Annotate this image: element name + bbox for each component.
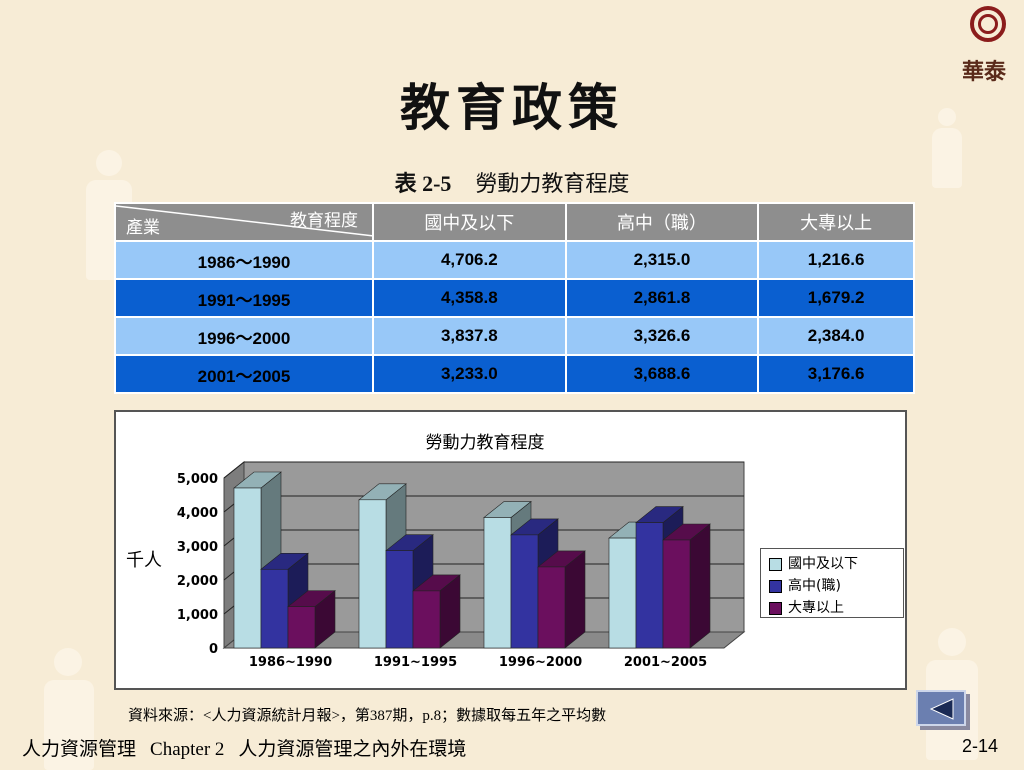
table-value-cell: 1,216.6: [757, 240, 915, 280]
publisher-logo: 華泰: [962, 6, 1016, 86]
y-tick-label: 3,000: [177, 540, 218, 555]
table-caption-number: 表 2-5: [394, 171, 452, 196]
table-header-row: 教育程度 產業 國中及以下 高中（職） 大專以上: [114, 202, 915, 242]
table-header-cell: 高中（職）: [564, 202, 760, 242]
legend-swatch: [769, 557, 782, 571]
chart-legend: 國中及以下 高中(職) 大專以上: [760, 548, 904, 618]
table-row: 1996～2000 3,837.8 3,326.6 2,384.0: [114, 316, 915, 356]
education-table: 教育程度 產業 國中及以下 高中（職） 大專以上 1986～1990 4,706…: [114, 202, 915, 394]
bar: [483, 517, 512, 649]
bar: [358, 499, 387, 649]
y-tick-label: 4,000: [177, 506, 218, 521]
footer: 人力資源管理 Chapter 2 人力資源管理之內外在環境: [22, 734, 480, 761]
page-number: 2-14: [962, 736, 999, 756]
background-figure-bottom-left: [40, 648, 100, 770]
legend-label: 大專以上: [788, 600, 844, 616]
bar-side: [564, 550, 586, 649]
y-tick-label: 0: [209, 642, 218, 657]
table-caption: 表 2-5 勞動力教育程度: [0, 166, 1024, 198]
corner-column-label: 教育程度: [290, 211, 358, 230]
source-note: 資料來源：<人力資源統計月報>，第387期，p.8；數據取每五年之平均數: [128, 708, 607, 724]
table-value-cell: 2,861.8: [564, 278, 760, 318]
table-value-cell: 2,315.0: [564, 240, 760, 280]
logo-text: 華泰: [962, 59, 1007, 85]
y-tick-label: 2,000: [177, 574, 218, 589]
footer-chapter: Chapter 2: [150, 739, 225, 760]
bar: [233, 487, 262, 649]
legend-item: 國中及以下: [769, 553, 858, 572]
table-period-cell: 1986～1990: [114, 240, 374, 280]
legend-label: 國中及以下: [788, 556, 858, 572]
table-value-cell: 4,358.8: [372, 278, 567, 318]
triangle-left-icon: [929, 698, 954, 720]
table-period-cell: 2001～2005: [114, 354, 374, 394]
table-value-cell: 3,326.6: [564, 316, 760, 356]
table-caption-title: 勞動力教育程度: [475, 172, 630, 197]
bar: [412, 590, 441, 649]
legend-item: 高中(職): [769, 575, 841, 594]
x-tick-label: 1996~2000: [499, 655, 582, 670]
x-tick-label: 1991~1995: [374, 655, 457, 670]
table-header-cell: 國中及以下: [372, 202, 567, 242]
table-period-cell: 1996～2000: [114, 316, 374, 356]
background-figure-right: [928, 108, 968, 188]
previous-slide-button[interactable]: [916, 690, 966, 726]
y-tick-label: 5,000: [177, 472, 218, 487]
table-row: 2001～2005 3,233.0 3,688.6 3,176.6: [114, 354, 915, 394]
bar: [537, 566, 566, 649]
table-row: 1991～1995 4,358.8 2,861.8 1,679.2: [114, 278, 915, 318]
bar: [287, 606, 316, 649]
table-value-cell: 3,688.6: [564, 354, 760, 394]
table-period-cell: 1991～1995: [114, 278, 374, 318]
logo-inner-ring-icon: [978, 14, 998, 34]
legend-item: 大專以上: [769, 597, 844, 616]
footer-chapter-title: 人力資源管理之內外在環境: [238, 739, 467, 760]
y-tick-label: 1,000: [177, 608, 218, 623]
background-figure-bottom-right: [918, 628, 988, 760]
bar-side: [689, 523, 711, 649]
bar: [385, 550, 414, 649]
corner-diagonal-line: [116, 205, 374, 237]
bar: [662, 539, 691, 649]
bar: [608, 537, 637, 649]
x-tick-label: 2001~2005: [624, 655, 707, 670]
logo-ring-icon: [970, 6, 1006, 42]
chart-gridline: [223, 461, 744, 479]
chart-title: 勞動力教育程度: [426, 433, 545, 453]
legend-swatch: [769, 601, 782, 615]
chart-y-axis-label: 千人: [126, 550, 162, 571]
bar: [635, 522, 664, 649]
legend-label: 高中(職): [788, 578, 841, 594]
table-row: 1986～1990 4,706.2 2,315.0 1,216.6: [114, 240, 915, 280]
table-value-cell: 1,679.2: [757, 278, 915, 318]
footer-course: 人力資源管理: [22, 739, 137, 760]
chart-container: 勞動力教育程度 0 1,000 2,000 3,000 4,000 5,000 1986~19…: [114, 410, 907, 690]
table-header-cell: 大專以上: [757, 202, 915, 242]
table-value-cell: 3,233.0: [372, 354, 567, 394]
bar: [510, 534, 539, 649]
bar: [260, 568, 289, 649]
table-corner-cell: 教育程度 產業: [114, 202, 374, 242]
legend-swatch: [769, 579, 782, 593]
table-value-cell: 3,837.8: [372, 316, 567, 356]
table-value-cell: 4,706.2: [372, 240, 567, 280]
table-value-cell: 3,176.6: [757, 354, 915, 394]
corner-row-label: 產業: [126, 218, 160, 237]
bar-chart: 勞動力教育程度 0 1,000 2,000 3,000 4,000 5,000 1986~19…: [177, 433, 746, 670]
table-value-cell: 2,384.0: [757, 316, 915, 356]
slide-title: 教育政策: [400, 78, 624, 137]
x-tick-label: 1986~1990: [249, 655, 332, 670]
